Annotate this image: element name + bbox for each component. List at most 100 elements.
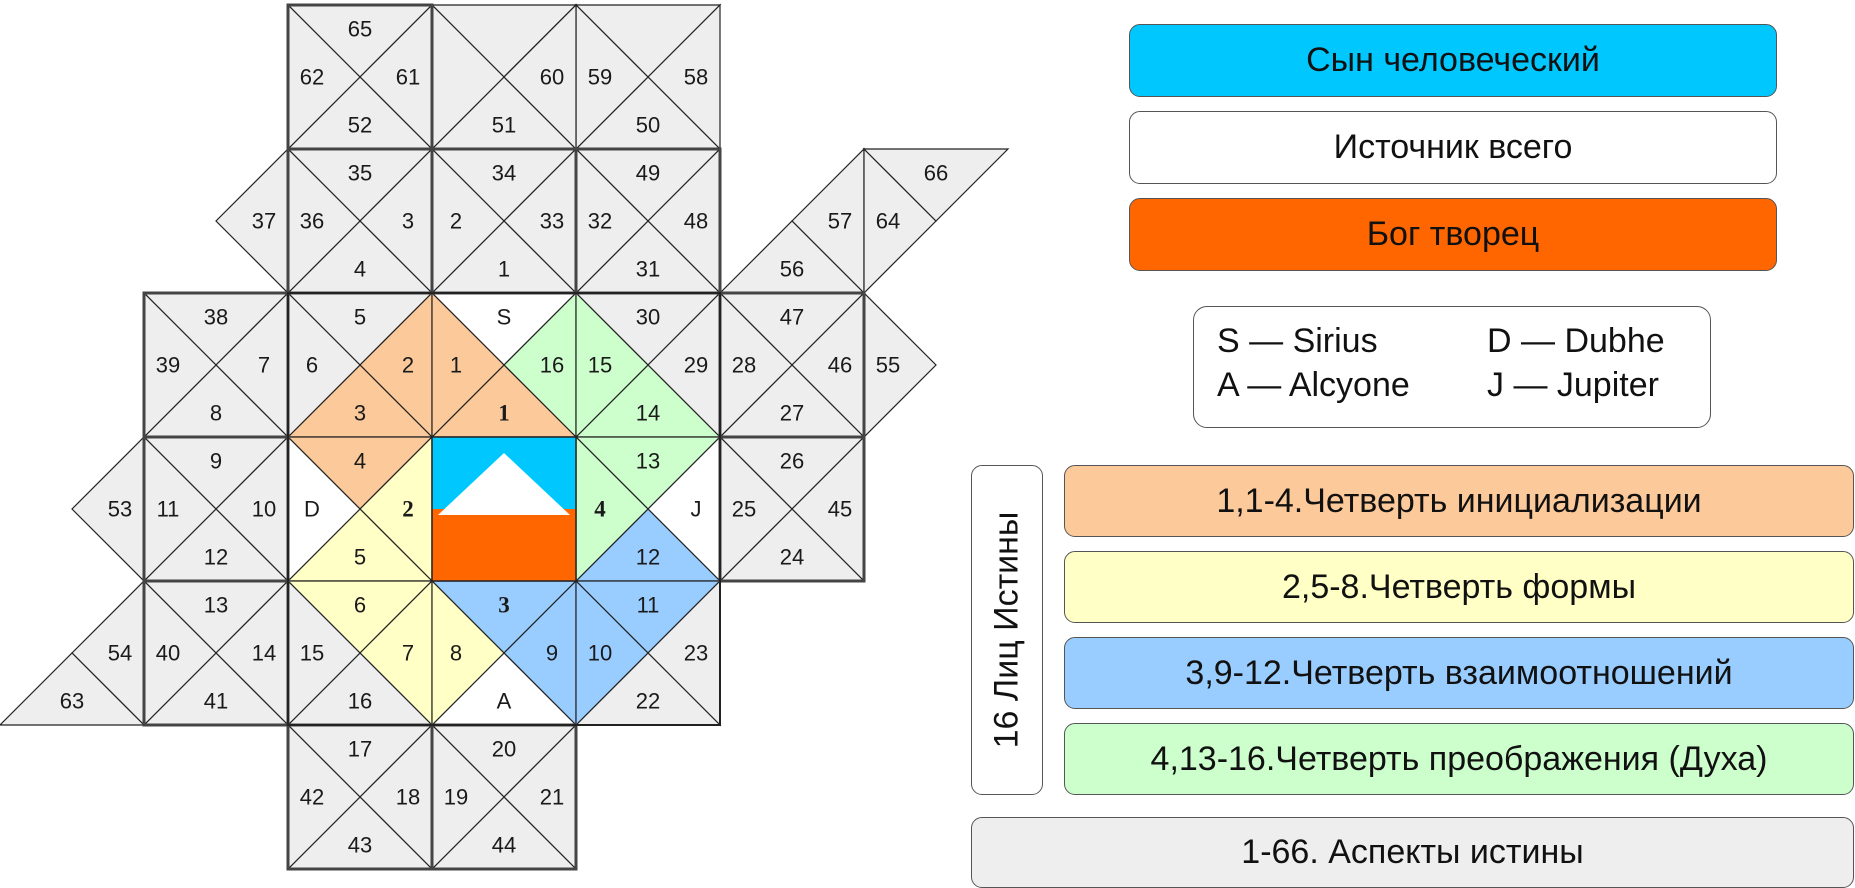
god-creator-zone <box>432 509 576 581</box>
cell-number: 63 <box>60 689 84 714</box>
cell-number: 1 <box>450 353 462 378</box>
cell-number: 31 <box>636 257 660 282</box>
cell-number: 38 <box>204 305 228 330</box>
cell-number: 45 <box>828 497 852 522</box>
cell-number: 54 <box>108 641 132 666</box>
thick-borders <box>142 3 866 871</box>
cell-number: 10 <box>252 497 276 522</box>
truth-aspects-diagram: 6561526251585059353436343312494831323878… <box>0 3 1010 871</box>
triangle-cell <box>0 652 146 726</box>
cell-number: 9 <box>210 449 222 474</box>
triangle-cell <box>431 291 505 439</box>
cell-numbers: 6561526251585059353436343312494831323878… <box>60 17 948 858</box>
cell-number: 17 <box>348 737 372 762</box>
cell-number: 18 <box>396 785 420 810</box>
cell-number: 37 <box>252 209 276 234</box>
cell-number: 59 <box>588 65 612 90</box>
cell-number: 25 <box>732 497 756 522</box>
cell-number: 62 <box>300 65 324 90</box>
cell-number: 23 <box>684 641 708 666</box>
center-block-outline <box>287 292 721 726</box>
cell-number: 44 <box>492 833 516 858</box>
cell-number: 51 <box>492 113 516 138</box>
cell-number: 34 <box>492 161 516 186</box>
star-alcyone: A — Alcyone <box>1217 366 1410 404</box>
cell-number: 30 <box>636 305 660 330</box>
cell-number: 16 <box>348 689 372 714</box>
cell-number: 39 <box>156 353 180 378</box>
cell-number: 40 <box>156 641 180 666</box>
cell-number: 26 <box>780 449 804 474</box>
cell-number: 12 <box>204 545 228 570</box>
cell-number: 49 <box>636 161 660 186</box>
cell-number: 11 <box>637 593 660 618</box>
cell-number: 16 <box>540 353 564 378</box>
cell-number: 29 <box>684 353 708 378</box>
cell-number: 50 <box>636 113 660 138</box>
star-jupiter: J — Jupiter <box>1487 366 1659 404</box>
cell-number: 8 <box>450 641 462 666</box>
cell-number: 9 <box>546 641 558 666</box>
cell-number: S <box>497 305 512 330</box>
triangle-cell <box>503 3 577 151</box>
triangle-cell <box>575 579 649 727</box>
cell-number: 46 <box>828 353 852 378</box>
cell-number: 15 <box>588 353 612 378</box>
stars-legend: S — Sirius D — Dubhe A — Alcyone J — Jup… <box>1193 306 1711 428</box>
cell-number: 5 <box>354 545 366 570</box>
triangle-cell <box>575 291 649 439</box>
cell-number: D <box>304 497 320 522</box>
cell-number: 61 <box>396 65 420 90</box>
cell-number: 6 <box>306 353 318 378</box>
source-of-all-zone <box>438 453 570 515</box>
cell-number: 33 <box>540 209 564 234</box>
cell-number: 15 <box>300 641 324 666</box>
cell-number: 3 <box>354 401 366 426</box>
aspects-of-truth: 1-66. Аспекты истины <box>971 817 1854 888</box>
faces-of-truth-label: 16 Лиц Истины <box>987 511 1026 749</box>
cell-number: 66 <box>924 161 948 186</box>
cell-number: A <box>497 689 512 714</box>
quarter-number: 2 <box>402 497 414 522</box>
cell-number: 41 <box>204 689 228 714</box>
cell-number: 42 <box>300 785 324 810</box>
cell-number: 35 <box>348 161 372 186</box>
cell-number: 20 <box>492 737 516 762</box>
cell-number: 2 <box>402 353 414 378</box>
cell-number: 43 <box>348 833 372 858</box>
star-dubhe: D — Dubhe <box>1487 322 1665 360</box>
quarter-number: 3 <box>498 593 510 618</box>
cell-number: 4 <box>354 449 366 474</box>
quarter-relationships: 3,9-12.Четверть взаимоотношений <box>1064 637 1854 709</box>
quarter-initialization: 1,1-4.Четверть инициализации <box>1064 465 1854 537</box>
triangle-cell <box>431 579 505 727</box>
cell-number: 48 <box>684 209 708 234</box>
star-sirius: S — Sirius <box>1217 322 1378 360</box>
cell-number: 27 <box>780 401 804 426</box>
faces-of-truth-box: 16 Лиц Истины <box>971 465 1043 795</box>
cell-number: 3 <box>402 209 414 234</box>
triangle-cell <box>862 148 1010 222</box>
cell-number: 13 <box>636 449 660 474</box>
quarter-transformation: 4,13-16.Четверть преображения (Духа) <box>1064 723 1854 795</box>
cell-number: 19 <box>444 785 468 810</box>
cell-number: 1 <box>498 257 510 282</box>
cell-number: 65 <box>348 17 372 42</box>
center-square-border <box>431 436 577 582</box>
cell-number: 22 <box>636 689 660 714</box>
quarter-form: 2,5-8.Четверть формы <box>1064 551 1854 623</box>
cell-number: 7 <box>258 353 270 378</box>
cell-number: 24 <box>780 545 804 570</box>
cell-number: 13 <box>204 593 228 618</box>
cell-number: 11 <box>157 497 180 522</box>
cell-number: 47 <box>780 305 804 330</box>
cell-number: 8 <box>210 401 222 426</box>
cell-number: 57 <box>828 209 852 234</box>
cell-number: 7 <box>402 641 414 666</box>
cell-number: 60 <box>540 65 564 90</box>
quarter-number: 4 <box>594 497 606 522</box>
cell-number: 12 <box>636 545 660 570</box>
cell-number: 53 <box>108 497 132 522</box>
cell-number: 32 <box>588 209 612 234</box>
cell-number: 52 <box>348 113 372 138</box>
